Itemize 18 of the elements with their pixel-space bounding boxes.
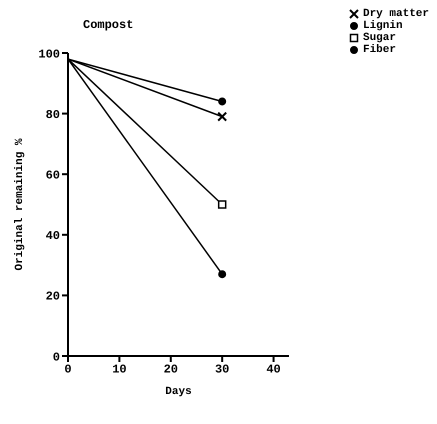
x-tick-label: 20	[164, 362, 178, 377]
x-tick-label: 0	[64, 362, 72, 377]
x-tick-label: 10	[112, 362, 127, 377]
legend-label: Dry matter	[362, 8, 429, 20]
legend-label: Sugar	[362, 32, 396, 44]
y-tick-label: 80	[46, 108, 60, 122]
x-tick-label: 40	[266, 362, 281, 377]
chart-title: Compost	[83, 18, 134, 32]
y-tick-label: 100	[38, 47, 60, 62]
legend-label: Fiber	[362, 44, 396, 56]
y-tick-label: 20	[46, 290, 60, 304]
x-axis-title: Days	[165, 386, 192, 398]
legend-label: Lignin	[362, 20, 403, 32]
y-tick-label: 60	[46, 168, 60, 182]
y-axis-title: Original remaining %	[14, 138, 26, 271]
x-tick-label: 30	[214, 362, 230, 377]
y-tick-label: 40	[46, 229, 60, 244]
y-tick-label: 0	[52, 350, 60, 364]
